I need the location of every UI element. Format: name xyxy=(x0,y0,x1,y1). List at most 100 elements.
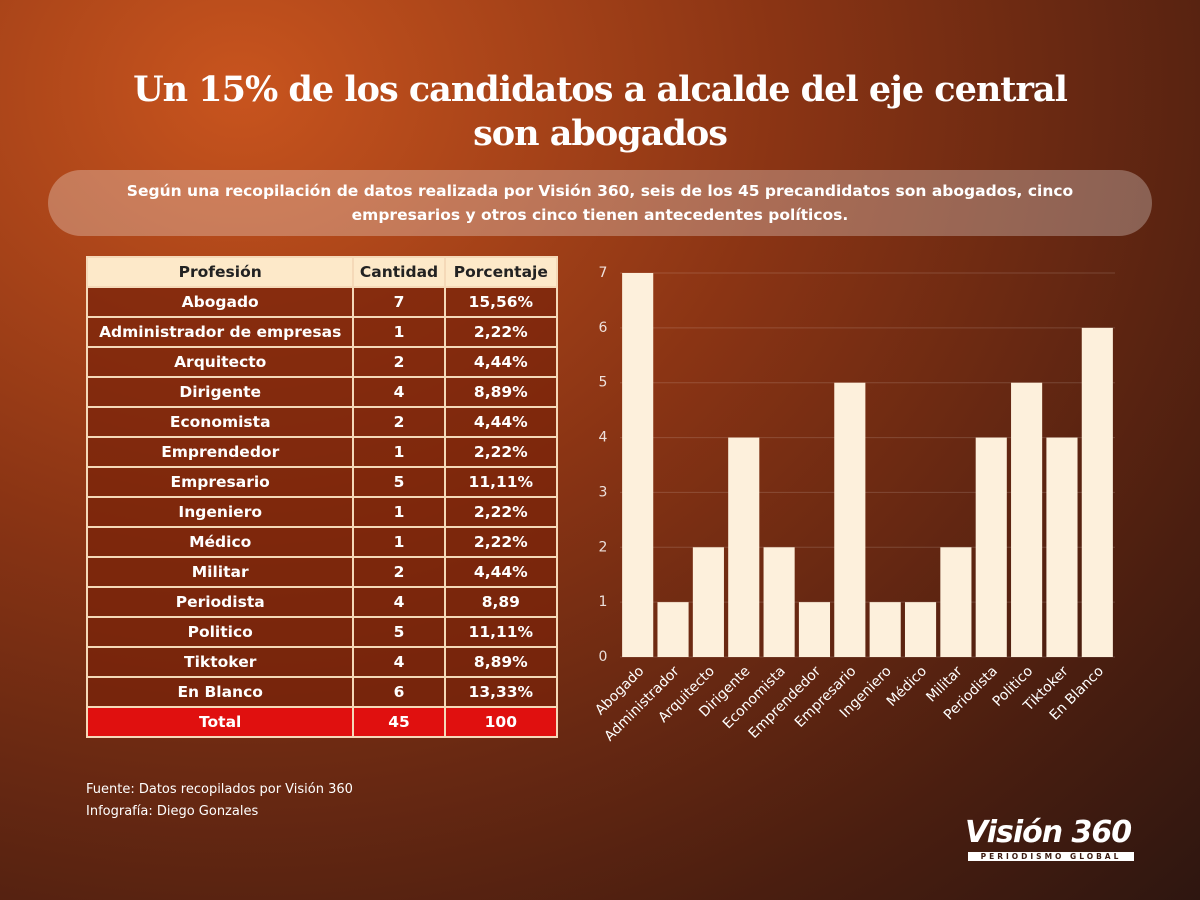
bar xyxy=(1081,327,1113,657)
table-cell: 2 xyxy=(352,556,446,588)
table-cell: 4 xyxy=(352,586,446,618)
source: Fuente: Datos recopilados por Visión 360 xyxy=(86,782,353,797)
table-cell: Economista xyxy=(85,406,355,438)
y-tick-label: 2 xyxy=(599,539,608,555)
table-cell: 8,89 xyxy=(443,586,559,618)
table-cell: En Blanco xyxy=(85,676,355,708)
table-cell: 8,89% xyxy=(443,646,559,678)
x-tick-label: Politico xyxy=(990,663,1037,710)
table-row: Arquitecto 2 4,44% xyxy=(85,346,559,378)
table-cell: 1 xyxy=(352,496,446,528)
title: Un 15% de los candidatos a alcalde del e… xyxy=(133,69,1068,154)
total-cell: 100 xyxy=(443,706,559,738)
table-cell: 2,22% xyxy=(443,316,559,348)
table-cell: Tiktoker xyxy=(85,646,355,678)
table-row: Periodista 4 8,89 xyxy=(85,586,559,618)
table-row: Administrador de empresas 1 2,22% xyxy=(85,316,559,348)
x-tick-label: En Blanco xyxy=(1047,663,1107,723)
table-cell: 2,22% xyxy=(443,526,559,558)
bar xyxy=(1011,382,1043,657)
table-row: Médico 1 2,22% xyxy=(85,526,559,558)
table-cell: 5 xyxy=(352,466,446,498)
y-tick-label: 3 xyxy=(599,484,608,500)
table-cell: Abogado xyxy=(85,286,355,318)
table-cell: Emprendedor xyxy=(85,436,355,468)
table-cell: 2,22% xyxy=(443,496,559,528)
table-cell: Administrador de empresas xyxy=(85,316,355,348)
x-tick-label: Arquitecto xyxy=(655,663,718,726)
x-tick-label: Administrador xyxy=(601,663,682,744)
bar xyxy=(834,382,866,657)
x-tick-label: Médico xyxy=(884,663,930,709)
bar xyxy=(622,273,654,657)
table-cell: 2 xyxy=(352,346,446,378)
table-row: Ingeniero 1 2,22% xyxy=(85,496,559,528)
table-cell: 1 xyxy=(352,526,446,558)
table-cell: Militar xyxy=(85,556,355,588)
x-tick-label: Ingeniero xyxy=(837,663,895,721)
header-cell: Cantidad xyxy=(352,256,446,288)
table-cell: Médico xyxy=(85,526,355,558)
table-row: Economista 2 4,44% xyxy=(85,406,559,438)
bar xyxy=(975,437,1007,657)
table-cell: 2,22% xyxy=(443,436,559,468)
table-row: Abogado 7 15,56% xyxy=(85,286,559,318)
x-tick-label: Periodista xyxy=(941,663,1001,723)
table-cell: 13,33% xyxy=(443,676,559,708)
logo: Visión 360 xyxy=(965,815,1132,850)
y-tick-label: 1 xyxy=(599,594,608,610)
y-tick-label: 0 xyxy=(599,649,608,665)
table-cell: 1 xyxy=(352,316,446,348)
total-row: Total 45 100 xyxy=(85,706,559,738)
bar xyxy=(904,602,937,657)
table-cell: 1 xyxy=(352,436,446,468)
data-table: Profesión Cantidad Porcentaje Abogado 7 15,56… xyxy=(85,256,559,738)
table-cell: 5 xyxy=(352,616,446,648)
y-tick-label: 7 xyxy=(599,265,608,281)
logo-tagline: PERIODISMO GLOBAL xyxy=(968,852,1134,861)
bar xyxy=(657,602,689,657)
table-cell: Arquitecto xyxy=(85,346,355,378)
subtitle: Según una recopilación de datos realizad… xyxy=(48,170,1152,236)
table-cell: 2 xyxy=(352,406,446,438)
table-row: Militar 2 4,44% xyxy=(85,556,559,588)
table-cell: 11,11% xyxy=(443,466,559,498)
bar xyxy=(940,547,972,657)
total-cell: 45 xyxy=(352,706,446,738)
table-row: Emprendedor 1 2,22% xyxy=(85,436,559,468)
table-cell: Politico xyxy=(85,616,355,648)
table-cell: 4,44% xyxy=(443,346,559,378)
bar xyxy=(1046,437,1078,657)
table-row: Empresario 5 11,11% xyxy=(85,466,559,498)
header-cell: Porcentaje xyxy=(443,256,559,288)
header-cell: Profesión xyxy=(85,256,355,288)
table-cell: 4,44% xyxy=(443,556,559,588)
table-cell: 7 xyxy=(352,286,446,318)
bar xyxy=(692,547,724,657)
x-tick-label: Tiktoker xyxy=(1020,663,1072,715)
table-cell: 11,11% xyxy=(443,616,559,648)
table-cell: Empresario xyxy=(85,466,355,498)
table-cell: 4 xyxy=(352,376,446,408)
y-tick-label: 6 xyxy=(599,320,608,336)
table-cell: 4,44% xyxy=(443,406,559,438)
bar xyxy=(763,547,795,657)
x-tick-label: Militar xyxy=(923,663,965,705)
bar xyxy=(869,602,901,657)
table-cell: 4 xyxy=(352,646,446,678)
table-row: Dirigente 4 8,89% xyxy=(85,376,559,408)
x-tick-label: Abogado xyxy=(592,663,647,718)
table-row: En Blanco 6 13,33% xyxy=(85,676,559,708)
table-cell: 15,56% xyxy=(443,286,559,318)
table-row: Politico 5 11,11% xyxy=(85,616,559,648)
table-cell: Ingeniero xyxy=(85,496,355,528)
x-tick-label: Economista xyxy=(720,663,789,732)
table-cell: 6 xyxy=(352,676,446,708)
table-row: Tiktoker 4 8,89% xyxy=(85,646,559,678)
x-tick-label: Dirigente xyxy=(696,663,753,720)
total-cell: Total xyxy=(85,706,355,738)
y-tick-label: 5 xyxy=(599,375,608,391)
bar xyxy=(798,602,831,657)
bar xyxy=(728,437,760,657)
